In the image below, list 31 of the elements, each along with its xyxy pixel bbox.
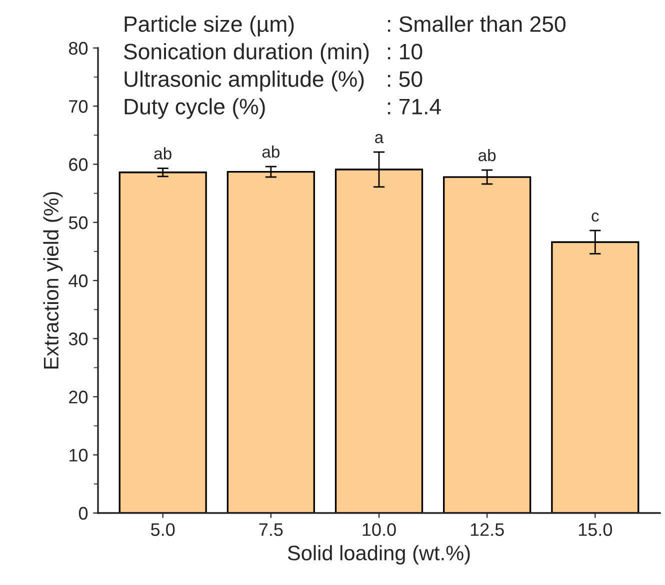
y-tick-label: 20 <box>69 390 88 404</box>
y-tick-label: 0 <box>78 506 88 520</box>
annotation: ab <box>154 147 172 160</box>
x-axis-title: Solid loading (wt.%) <box>288 545 470 565</box>
annotation: Ultrasonic amplitude (%) <box>124 70 364 92</box>
y-tick-label: 60 <box>69 158 88 171</box>
y-axis-title: Extraction yield (%) <box>43 192 63 369</box>
x-tick-label: 7.5 <box>259 523 283 536</box>
text: Particle size (µm) <box>124 16 294 36</box>
y-tick-label: 40 <box>68 274 88 288</box>
annotation: ab <box>478 148 496 162</box>
y-tick-label: 50 <box>68 216 88 230</box>
x-tick-label: 15.0 <box>578 523 612 536</box>
x-tick-label: 5.0 <box>151 523 175 536</box>
annotation: : 10 <box>388 44 422 60</box>
text: : Smaller than 250 <box>388 16 566 32</box>
annotation: : 71.4 <box>388 98 441 114</box>
y-tick-label: 70 <box>69 100 88 113</box>
y-tick-label: 30 <box>68 332 88 346</box>
bar <box>226 170 315 513</box>
annotation: c <box>592 212 599 222</box>
bar <box>118 172 207 513</box>
y-tick-label: 10 <box>70 448 88 462</box>
annotation: Duty cycle (%) <box>124 98 265 119</box>
x-tick-label: 12.5 <box>470 523 504 536</box>
y-tick-label: 80 <box>68 42 88 55</box>
annotation: ab <box>262 145 280 158</box>
annotation: a <box>375 134 384 144</box>
annotation: : 50 <box>388 71 422 87</box>
x-tick-label: 10.0 <box>362 523 396 536</box>
annotation: Sonication duration (min) <box>124 43 369 64</box>
